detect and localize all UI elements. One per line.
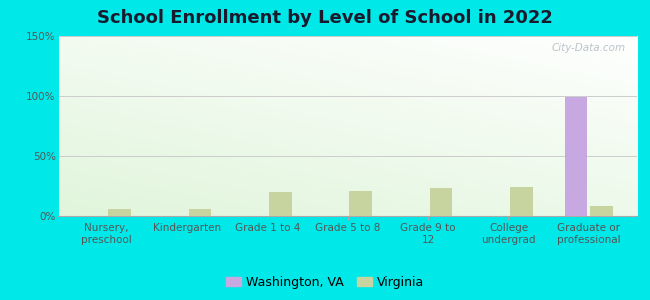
Text: City-Data.com: City-Data.com (551, 43, 625, 53)
Bar (565, 97, 587, 216)
Bar (109, 209, 131, 216)
Text: School Enrollment by Level of School in 2022: School Enrollment by Level of School in … (97, 9, 553, 27)
Bar (510, 187, 532, 216)
Bar (349, 191, 372, 216)
Bar (269, 192, 291, 216)
Bar (430, 188, 452, 216)
Legend: Washington, VA, Virginia: Washington, VA, Virginia (221, 271, 429, 294)
Bar (188, 209, 211, 216)
Bar (590, 206, 613, 216)
